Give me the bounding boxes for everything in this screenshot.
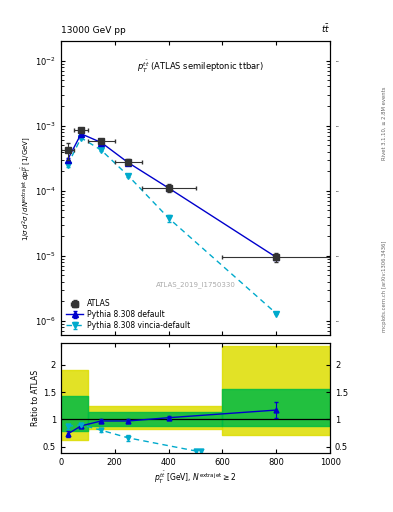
- Text: mcplots.cern.ch [arXiv:1306.3436]: mcplots.cern.ch [arXiv:1306.3436]: [382, 241, 387, 332]
- Text: $p_T^{t\bar{t}}$ (ATLAS semileptonic ttbar): $p_T^{t\bar{t}}$ (ATLAS semileptonic ttb…: [138, 59, 264, 75]
- X-axis label: $p_T^{t\bar{t}}$ [GeV], $N^{\mathrm{extra\,jet}} \geq 2$: $p_T^{t\bar{t}}$ [GeV], $N^{\mathrm{extr…: [154, 470, 237, 486]
- Text: $t\bar{t}$: $t\bar{t}$: [321, 22, 330, 35]
- Y-axis label: Ratio to ATLAS: Ratio to ATLAS: [31, 370, 40, 426]
- Text: Rivet 3.1.10, ≥ 2.8M events: Rivet 3.1.10, ≥ 2.8M events: [382, 86, 387, 160]
- Text: 13000 GeV pp: 13000 GeV pp: [61, 26, 126, 35]
- Y-axis label: $1/\sigma\,d^2\sigma\,/\,dN^{\mathrm{extra\,jet}}\,dp_T^{t\bar{t}}$ [1/GeV]: $1/\sigma\,d^2\sigma\,/\,dN^{\mathrm{ext…: [20, 136, 33, 241]
- Text: ATLAS_2019_I1750330: ATLAS_2019_I1750330: [156, 282, 235, 288]
- Legend: ATLAS, Pythia 8.308 default, Pythia 8.308 vincia-default: ATLAS, Pythia 8.308 default, Pythia 8.30…: [65, 297, 192, 332]
